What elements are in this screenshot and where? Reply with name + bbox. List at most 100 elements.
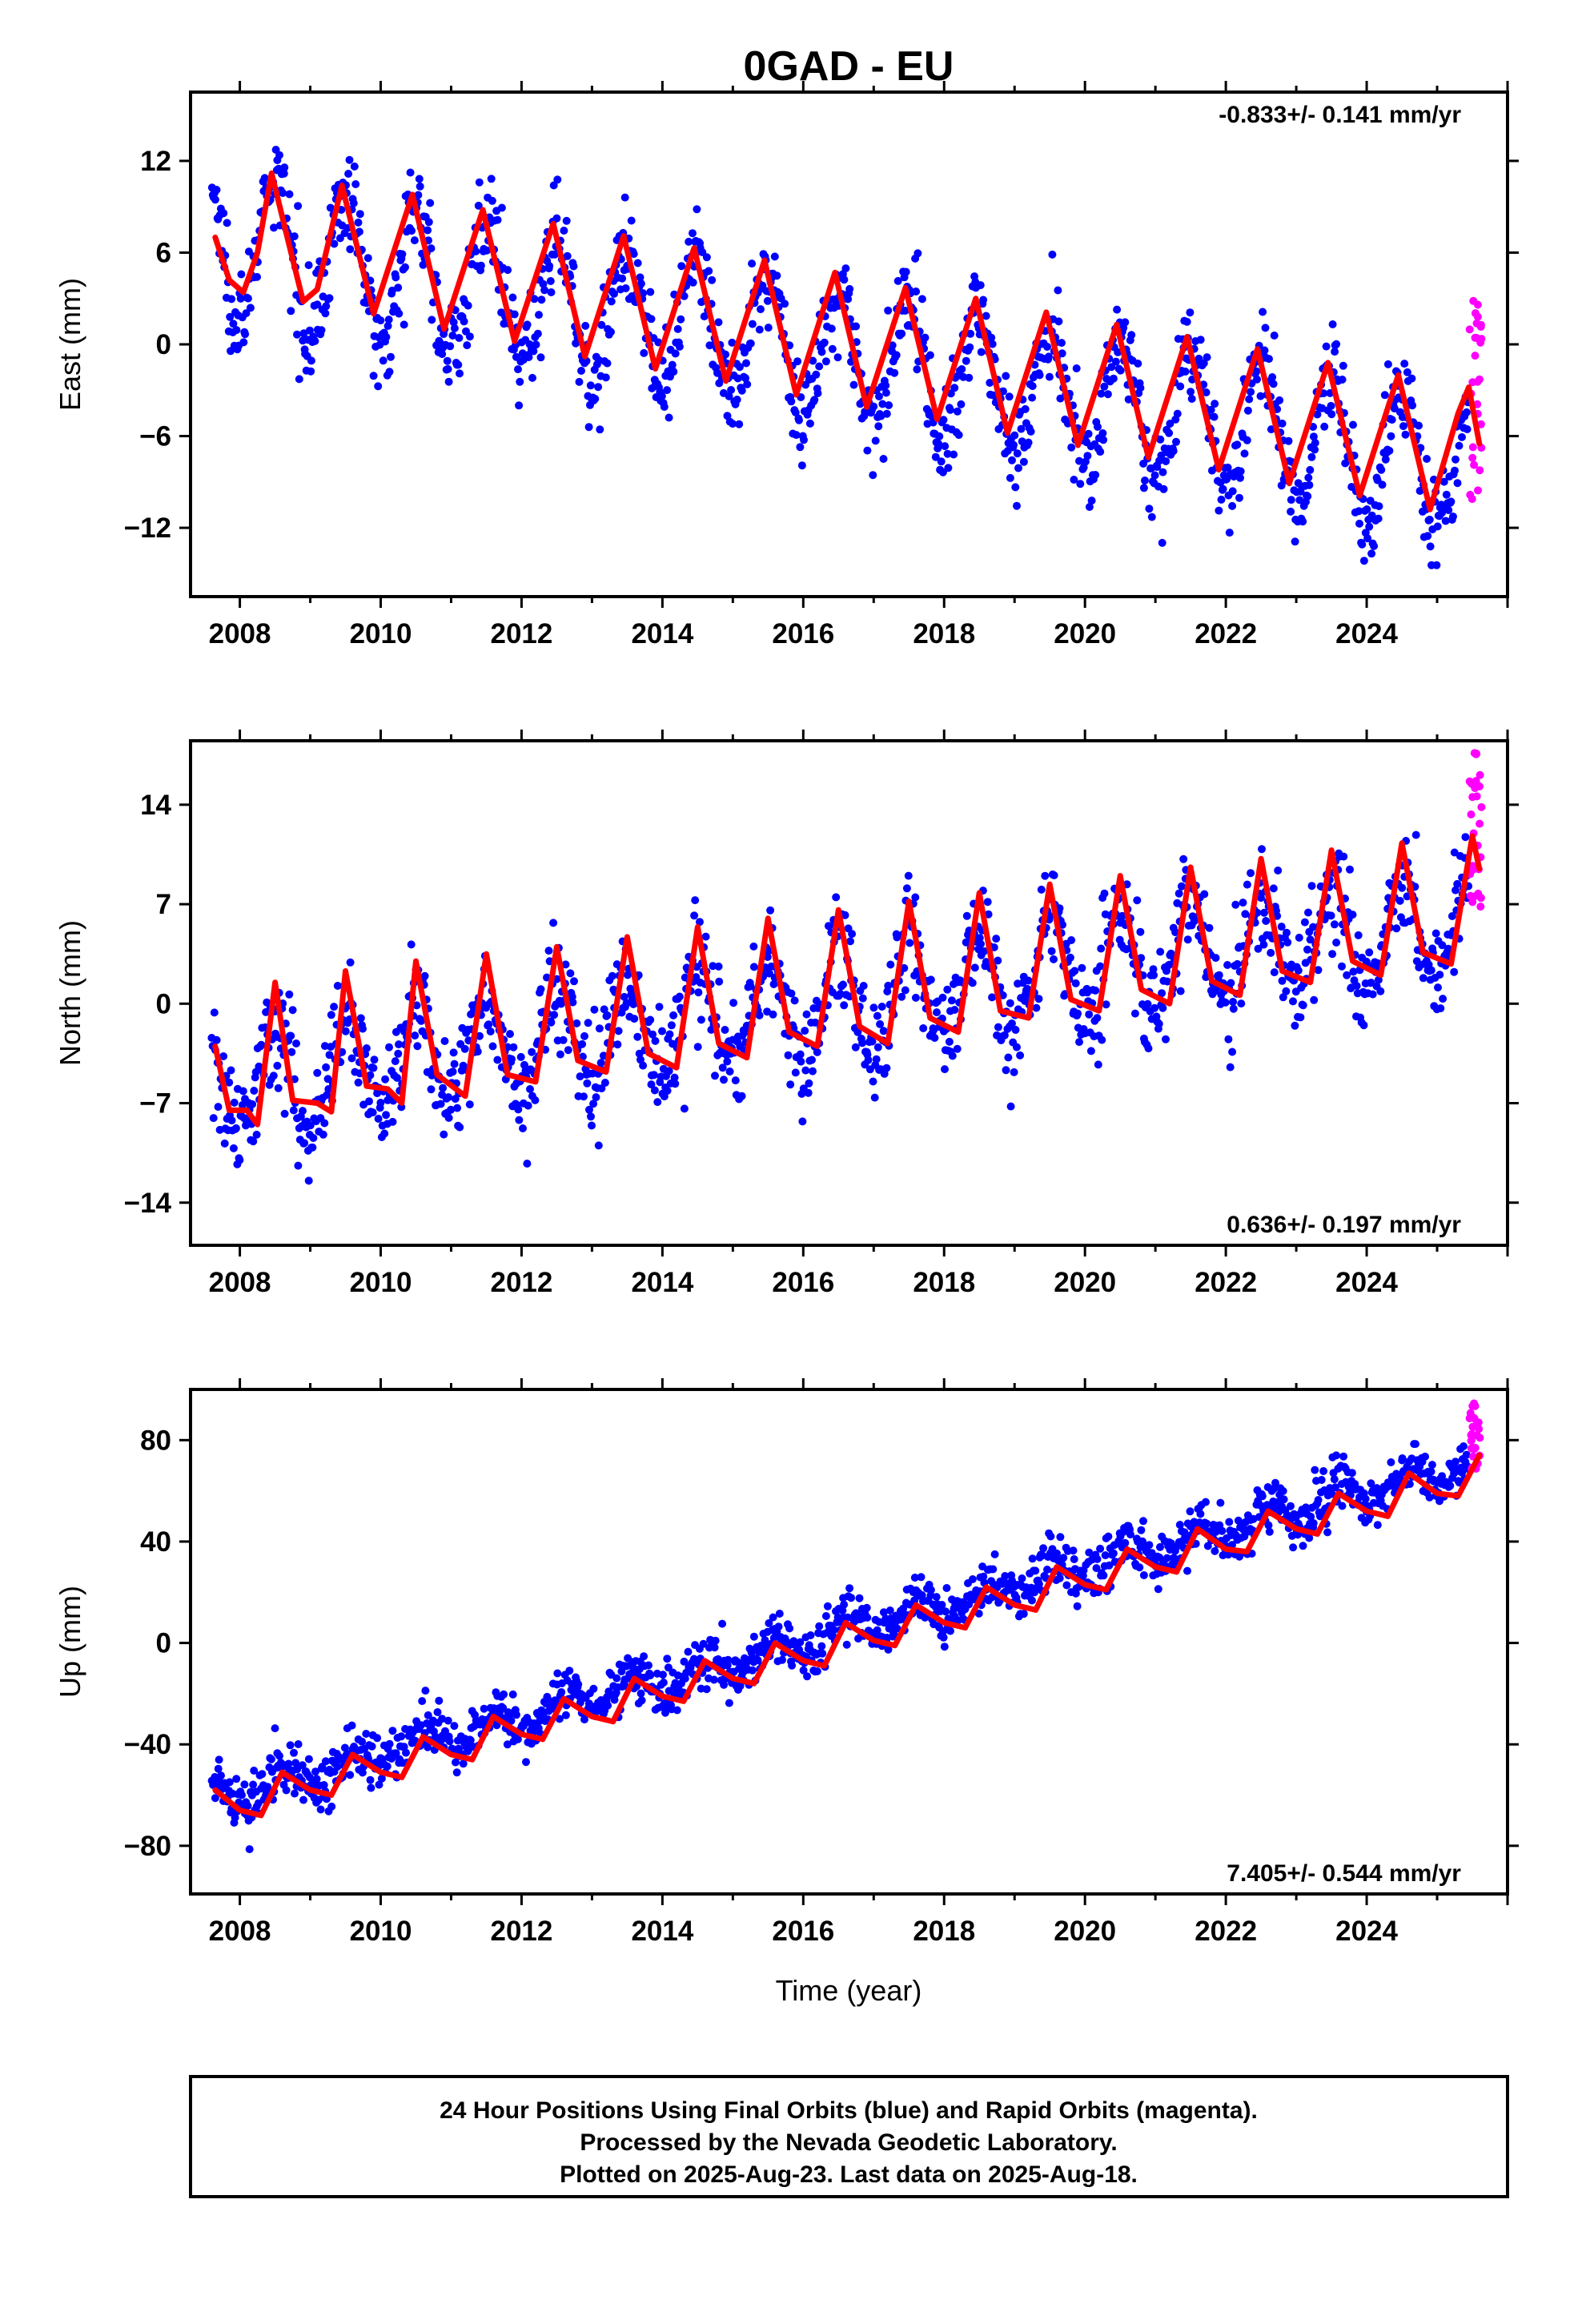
final-orbit-point xyxy=(650,1086,659,1095)
final-orbit-point xyxy=(1289,1543,1298,1552)
final-orbit-point xyxy=(225,1078,234,1087)
final-orbit-point xyxy=(845,284,854,293)
y-tick-label: −12 xyxy=(124,513,171,544)
final-orbit-point xyxy=(763,296,772,305)
final-orbit-point xyxy=(1141,476,1149,485)
final-orbit-point xyxy=(1339,361,1347,370)
final-orbit-point xyxy=(989,391,998,400)
final-orbit-point xyxy=(316,1805,325,1814)
final-orbit-point xyxy=(863,1613,872,1622)
final-orbit-point xyxy=(237,270,246,279)
final-orbit-point xyxy=(798,1117,807,1126)
final-orbit-point xyxy=(1265,1527,1274,1536)
final-orbit-point xyxy=(535,311,543,320)
final-orbit-point xyxy=(212,186,221,194)
final-orbit-point xyxy=(597,320,606,329)
final-orbit-point xyxy=(1309,1519,1318,1527)
final-orbit-point xyxy=(714,318,723,327)
x-tick-label: 2022 xyxy=(1195,1267,1257,1298)
final-orbit-point xyxy=(1279,1495,1288,1504)
final-orbit-point xyxy=(526,1085,534,1093)
final-orbit-point xyxy=(572,1019,581,1027)
final-orbit-point xyxy=(926,975,935,984)
final-orbit-point xyxy=(1460,1442,1468,1450)
final-orbit-point xyxy=(388,1727,397,1735)
final-orbit-point xyxy=(1323,1528,1332,1537)
final-orbit-point xyxy=(818,1649,827,1658)
final-orbit-point xyxy=(733,396,741,404)
final-orbit-point xyxy=(1135,1563,1144,1572)
final-orbit-point xyxy=(1067,443,1076,452)
final-orbit-point xyxy=(1463,425,1472,433)
final-orbit-point xyxy=(292,1039,300,1047)
final-orbit-point xyxy=(1099,436,1108,444)
final-orbit-point xyxy=(299,1107,307,1116)
final-orbit-point xyxy=(475,178,484,187)
final-orbit-point xyxy=(663,1087,672,1095)
final-orbit-point xyxy=(236,294,245,303)
final-orbit-point xyxy=(881,381,890,390)
final-orbit-point xyxy=(700,312,709,321)
final-orbit-point xyxy=(1328,320,1337,328)
final-orbit-point xyxy=(304,1176,313,1185)
final-orbit-point xyxy=(1223,463,1232,472)
final-orbit-point xyxy=(249,1780,258,1789)
final-orbit-point xyxy=(584,423,593,432)
final-orbit-point xyxy=(966,343,974,352)
final-orbit-point xyxy=(449,1048,458,1057)
final-orbit-point xyxy=(1006,1102,1015,1111)
final-orbit-point xyxy=(523,320,532,329)
final-orbit-point xyxy=(560,227,568,235)
final-orbit-point xyxy=(465,1100,474,1109)
final-orbit-point xyxy=(725,392,733,400)
final-orbit-point xyxy=(820,338,829,347)
final-orbit-point xyxy=(1136,384,1145,392)
final-orbit-point xyxy=(1320,422,1329,431)
final-orbit-point xyxy=(407,940,416,949)
final-orbit-point xyxy=(1455,441,1464,450)
final-orbit-point xyxy=(858,994,867,1003)
final-orbit-point xyxy=(607,328,615,336)
final-orbit-point xyxy=(1427,1461,1436,1470)
final-orbit-point xyxy=(977,939,985,948)
final-orbit-point xyxy=(515,401,524,410)
final-orbit-point xyxy=(600,1079,609,1087)
footer-line-2: Processed by the Nevada Geodetic Laborat… xyxy=(580,2129,1117,2156)
rapid-orbit-point xyxy=(1472,334,1481,342)
final-orbit-point xyxy=(1107,363,1116,372)
final-orbit-point xyxy=(1303,945,1311,954)
final-orbit-point xyxy=(456,369,464,378)
final-orbit-point xyxy=(439,1084,448,1092)
final-orbit-point xyxy=(748,320,757,328)
final-orbit-point xyxy=(1070,476,1078,484)
final-orbit-point xyxy=(921,333,930,342)
final-orbit-point xyxy=(878,400,887,408)
final-orbit-point xyxy=(689,229,697,238)
final-orbit-point xyxy=(1156,947,1165,956)
final-orbit-point xyxy=(953,407,962,416)
final-orbit-point xyxy=(669,1011,678,1019)
final-orbit-point xyxy=(1153,463,1162,472)
final-orbit-point xyxy=(1166,420,1174,428)
model-fit-line xyxy=(212,170,1483,513)
final-orbit-point xyxy=(988,340,997,348)
final-orbit-point xyxy=(1006,999,1014,1007)
final-orbit-point xyxy=(815,1622,824,1630)
final-orbit-point xyxy=(721,1026,729,1034)
final-orbit-point xyxy=(524,353,533,361)
final-orbit-point xyxy=(1032,1003,1041,1012)
final-orbit-point xyxy=(465,332,474,341)
final-orbit-point xyxy=(1348,911,1357,919)
final-orbit-point xyxy=(1085,1010,1094,1019)
final-orbit-point xyxy=(1196,1510,1205,1518)
final-orbit-point xyxy=(400,320,408,329)
x-tick-label: 2020 xyxy=(1054,618,1116,649)
final-orbit-point xyxy=(346,958,355,967)
final-orbit-point xyxy=(1363,534,1372,543)
final-orbit-point xyxy=(333,982,342,990)
final-orbit-point xyxy=(763,1007,772,1016)
final-orbit-point xyxy=(524,1101,532,1110)
final-orbit-point xyxy=(1243,406,1252,415)
final-orbit-point xyxy=(1387,1458,1395,1466)
final-orbit-point xyxy=(444,377,453,386)
